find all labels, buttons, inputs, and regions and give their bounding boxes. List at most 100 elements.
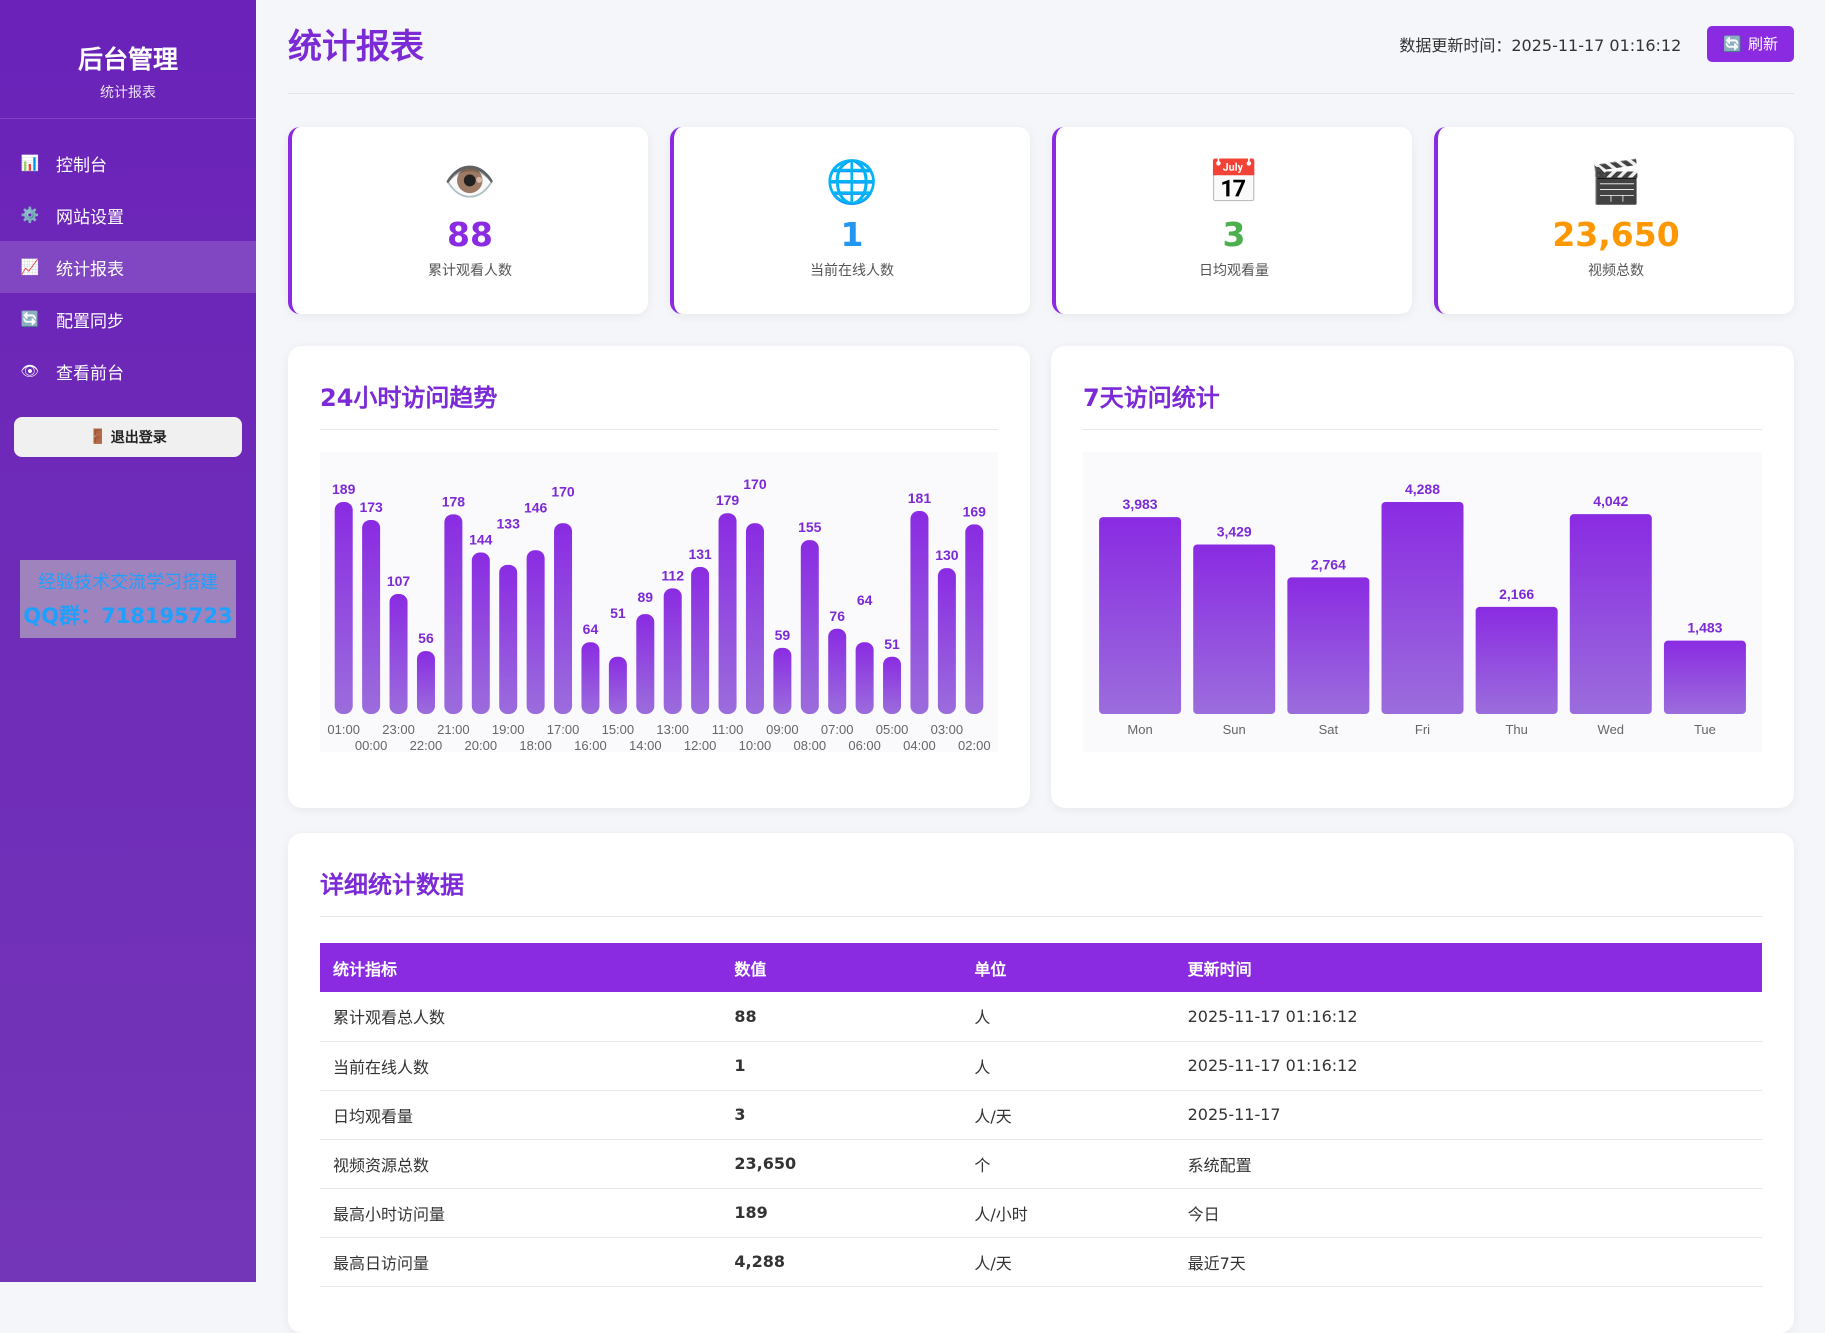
data-label: 3,983: [1123, 496, 1158, 512]
data-label: 189: [332, 481, 356, 497]
x-tick-label: 01:00: [327, 722, 360, 737]
data-label: 89: [638, 589, 654, 605]
sidebar-item[interactable]: ⚙️ 网站设置: [0, 189, 256, 241]
bar: [362, 519, 381, 714]
x-tick-label: 11:00: [712, 722, 744, 737]
data-label: 170: [743, 476, 767, 492]
data-label: 1,483: [1687, 620, 1722, 636]
table-cell: 4,288: [721, 1237, 962, 1287]
data-label: 3,429: [1217, 523, 1252, 539]
detail-title: 详细统计数据: [320, 865, 1762, 917]
table-cell: 人/天: [961, 1237, 1175, 1287]
table-row: 日均观看量 3 人/天 2025-11-17: [320, 1090, 1762, 1140]
card-value: 88: [447, 215, 493, 254]
brand-title: 后台管理: [77, 45, 178, 74]
card-icon: 🌐: [825, 157, 879, 206]
sidebar-item[interactable]: 📊 控制台: [0, 137, 256, 189]
data-label: 130: [935, 547, 959, 563]
card-value: 1: [840, 215, 864, 254]
column-header: 统计指标: [320, 943, 722, 992]
sidebar-item[interactable]: 📈 统计报表: [0, 241, 256, 293]
table-cell: 人: [961, 1041, 1175, 1091]
table-cell: 23,650: [721, 1139, 962, 1189]
sidebar-item[interactable]: 🔄 配置同步: [0, 293, 256, 345]
data-label: 181: [908, 490, 932, 506]
bar: [663, 588, 682, 714]
hourly-chart: 189 01:00 173 00:00 107 23:00 56 22:00 178 21:00 1…: [327, 476, 991, 753]
card-label: 日均观看量: [1199, 263, 1269, 279]
refresh-button[interactable]: 🔄 刷新: [1707, 25, 1794, 62]
data-label: 144: [469, 531, 493, 547]
x-tick-label: 02:00: [958, 738, 991, 752]
sidebar-item-label: 查看前台: [56, 363, 124, 384]
bar: [499, 564, 518, 714]
table-cell: 人/小时: [961, 1188, 1175, 1238]
bar: [608, 656, 627, 714]
table-cell: 2025-11-17 01:16:12: [1174, 992, 1762, 1042]
table-cell: 1: [721, 1041, 962, 1091]
weekly-chart: 3,983 Mon 3,429 Sun 2,764 Sat 4,288 Fri 2,166 Thu…: [1099, 481, 1746, 737]
detail-table: 统计指标 数值 单位 更新时间 累计观看总人数 88 人 2025-11-17 01:16:…: [320, 943, 1762, 1287]
table-cell: 人/天: [961, 1090, 1175, 1140]
x-tick-label: 12:00: [684, 738, 717, 752]
bar: [636, 614, 655, 714]
card-value: 23,650: [1552, 215, 1680, 254]
watermark-line1: 经验技术交流学习搭建: [38, 572, 218, 593]
table-cell: 日均观看量: [320, 1090, 722, 1140]
bar: [1381, 502, 1464, 714]
sidebar-item-label: 网站设置: [56, 207, 124, 228]
data-label: 107: [387, 573, 411, 589]
x-tick-label: Thu: [1505, 722, 1527, 737]
stat-card: 👁️ 88 累计观看人数: [288, 127, 648, 314]
update-time: 数据更新时间：2025-11-17 01:16:12: [1399, 32, 1681, 56]
data-label: 4,042: [1593, 493, 1628, 509]
x-tick-label: 04:00: [903, 738, 936, 752]
brand: 后台管理 统计报表: [0, 0, 256, 119]
table-cell: 累计观看总人数: [320, 992, 722, 1042]
card-label: 累计观看人数: [428, 263, 512, 279]
x-tick-label: Wed: [1598, 722, 1625, 737]
data-label: 64: [857, 592, 873, 608]
bar: [828, 628, 847, 714]
sidebar: 后台管理 统计报表 📊 控制台 ⚙️ 网站设置 📈 统计报表 🔄 配置同步 👁 查看前台 🚪 退出登…: [0, 0, 256, 1282]
card-label: 视频总数: [1588, 263, 1644, 279]
x-tick-label: Sat: [1319, 722, 1339, 737]
x-tick-label: 07:00: [821, 722, 854, 737]
x-tick-label: 23:00: [382, 722, 415, 737]
table-cell: 2025-11-17: [1174, 1090, 1762, 1140]
bar: [745, 523, 764, 714]
data-label: 59: [775, 627, 791, 643]
header: 统计报表 数据更新时间：2025-11-17 01:16:12 🔄 刷新: [288, 0, 1794, 94]
bar: [1193, 544, 1276, 714]
table-cell: 个: [961, 1139, 1175, 1189]
card-icon: 👁️: [443, 157, 497, 206]
bar: [718, 513, 737, 714]
data-label: 173: [359, 499, 383, 515]
weekly-chart-panel: 7天访问统计 3,983 Mon 3,429 Sun 2,764 Sat 4,288 Fri 2…: [1051, 346, 1794, 808]
bar: [965, 524, 984, 714]
sidebar-item[interactable]: 👁 查看前台: [0, 345, 256, 397]
detail-panel: 详细统计数据 统计指标 数值 单位 更新时间 累计观看总人数 88 人 2025-11-17…: [288, 833, 1794, 1333]
bar: [691, 567, 710, 714]
x-tick-label: Tue: [1694, 722, 1716, 737]
page-title: 统计报表: [288, 27, 424, 67]
card-icon: 🎬: [1589, 157, 1643, 206]
x-tick-label: 22:00: [410, 738, 443, 752]
table-cell: 系统配置: [1174, 1139, 1762, 1189]
data-label: 170: [551, 483, 575, 499]
data-label: 146: [524, 499, 548, 515]
data-label: 76: [829, 608, 845, 624]
nav-icon: ⚙️: [20, 206, 40, 224]
sidebar-item-label: 控制台: [56, 155, 107, 176]
x-tick-label: 14:00: [629, 738, 662, 752]
table-cell: 当前在线人数: [320, 1041, 722, 1091]
bar: [910, 510, 929, 714]
x-tick-label: 20:00: [465, 738, 498, 752]
logout-label: 退出登录: [110, 430, 167, 446]
table-cell: 今日: [1174, 1188, 1762, 1238]
logout-button[interactable]: 🚪 退出登录: [14, 417, 242, 457]
table-row: 累计观看总人数 88 人 2025-11-17 01:16:12: [320, 992, 1762, 1042]
stat-card: 🎬 23,650 视频总数: [1434, 127, 1794, 314]
x-tick-label: 06:00: [848, 738, 881, 752]
data-label: 179: [716, 492, 740, 508]
